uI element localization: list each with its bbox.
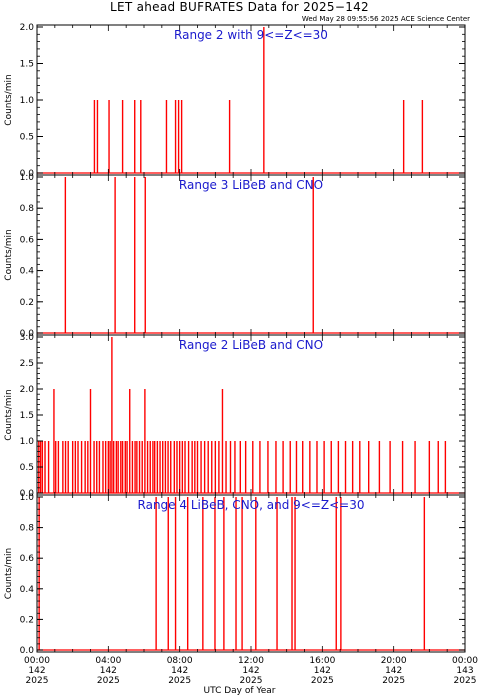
panel-title: Range 3 LiBeB and CNO: [179, 178, 323, 192]
x-tick-label-year: 2025: [168, 676, 191, 686]
x-tick-label-year: 2025: [382, 676, 405, 686]
x-tick-label-year: 2025: [26, 676, 49, 686]
y-tick-label: 2.0: [20, 385, 35, 395]
y-axis-label: Counts/min: [4, 74, 14, 125]
x-tick-label-doy: 142: [28, 666, 45, 676]
x-tick-label-doy: 142: [100, 666, 117, 676]
x-tick-label-time: 12:00: [238, 656, 264, 666]
panel-frame: [36, 24, 466, 176]
x-tick-label-year: 2025: [454, 676, 477, 686]
y-axis-label: Counts/min: [4, 548, 14, 599]
generation-timestamp: Wed May 28 09:55:56 2025 ACE Science Cen…: [301, 15, 470, 23]
y-tick-label: 0.0: [20, 169, 35, 179]
y-tick-label: 0.0: [20, 489, 35, 499]
y-tick-label: 3.0: [20, 333, 35, 343]
panel-frame: [36, 334, 466, 496]
x-tick-label-time: 20:00: [381, 656, 407, 666]
y-tick-label: 0.2: [20, 615, 34, 625]
y-tick-label: 1.5: [20, 411, 34, 421]
panel-frame: [36, 494, 466, 653]
y-tick-label: 0.8: [20, 204, 35, 214]
x-tick-label-doy: 143: [456, 666, 473, 676]
panel-frame: [36, 174, 466, 336]
x-tick-label-year: 2025: [97, 676, 120, 686]
x-tick-label-year: 2025: [240, 676, 263, 686]
x-axis-label: UTC Day of Year: [203, 686, 276, 696]
x-tick-label-doy: 142: [171, 666, 188, 676]
panel-title: Range 4 LiBeB, CNO, and 9<=Z<=30: [138, 498, 365, 512]
y-tick-label: 1.0: [20, 96, 35, 106]
x-tick-label-time: 00:00: [452, 656, 478, 666]
chart-title: LET ahead BUFRATES Data for 2025−142: [109, 0, 369, 14]
y-tick-label: 0.0: [20, 646, 35, 656]
x-tick-label-doy: 142: [242, 666, 259, 676]
y-tick-label: 0.5: [20, 463, 34, 473]
x-tick-label-time: 00:00: [24, 656, 50, 666]
x-tick-label-doy: 142: [385, 666, 402, 676]
y-tick-label: 0.5: [20, 133, 34, 143]
panel-title: Range 2 with 9<=Z<=30: [174, 28, 328, 42]
y-tick-label: 0.8: [20, 524, 35, 534]
y-tick-label: 0.4: [20, 267, 35, 277]
y-tick-label: 0.4: [20, 585, 35, 595]
panel-title: Range 2 LiBeB and CNO: [179, 338, 323, 352]
x-tick-label-time: 04:00: [95, 656, 121, 666]
x-tick-label-doy: 142: [314, 666, 331, 676]
x-tick-label-year: 2025: [311, 676, 334, 686]
y-tick-label: 2.0: [20, 23, 35, 33]
y-tick-label: 1.0: [20, 173, 35, 183]
y-axis-label: Counts/min: [4, 229, 14, 280]
y-tick-label: 1.0: [20, 493, 35, 503]
x-tick-label-time: 08:00: [167, 656, 193, 666]
y-tick-label: 2.5: [20, 359, 34, 369]
y-tick-label: 1.5: [20, 60, 34, 70]
y-tick-label: 0.6: [20, 235, 35, 245]
x-tick-label-time: 16:00: [309, 656, 335, 666]
y-axis-label: Counts/min: [4, 389, 14, 440]
y-tick-label: 1.0: [20, 437, 35, 447]
y-tick-label: 0.0: [20, 329, 35, 339]
y-tick-label: 0.2: [20, 298, 34, 308]
y-tick-label: 0.6: [20, 554, 35, 564]
